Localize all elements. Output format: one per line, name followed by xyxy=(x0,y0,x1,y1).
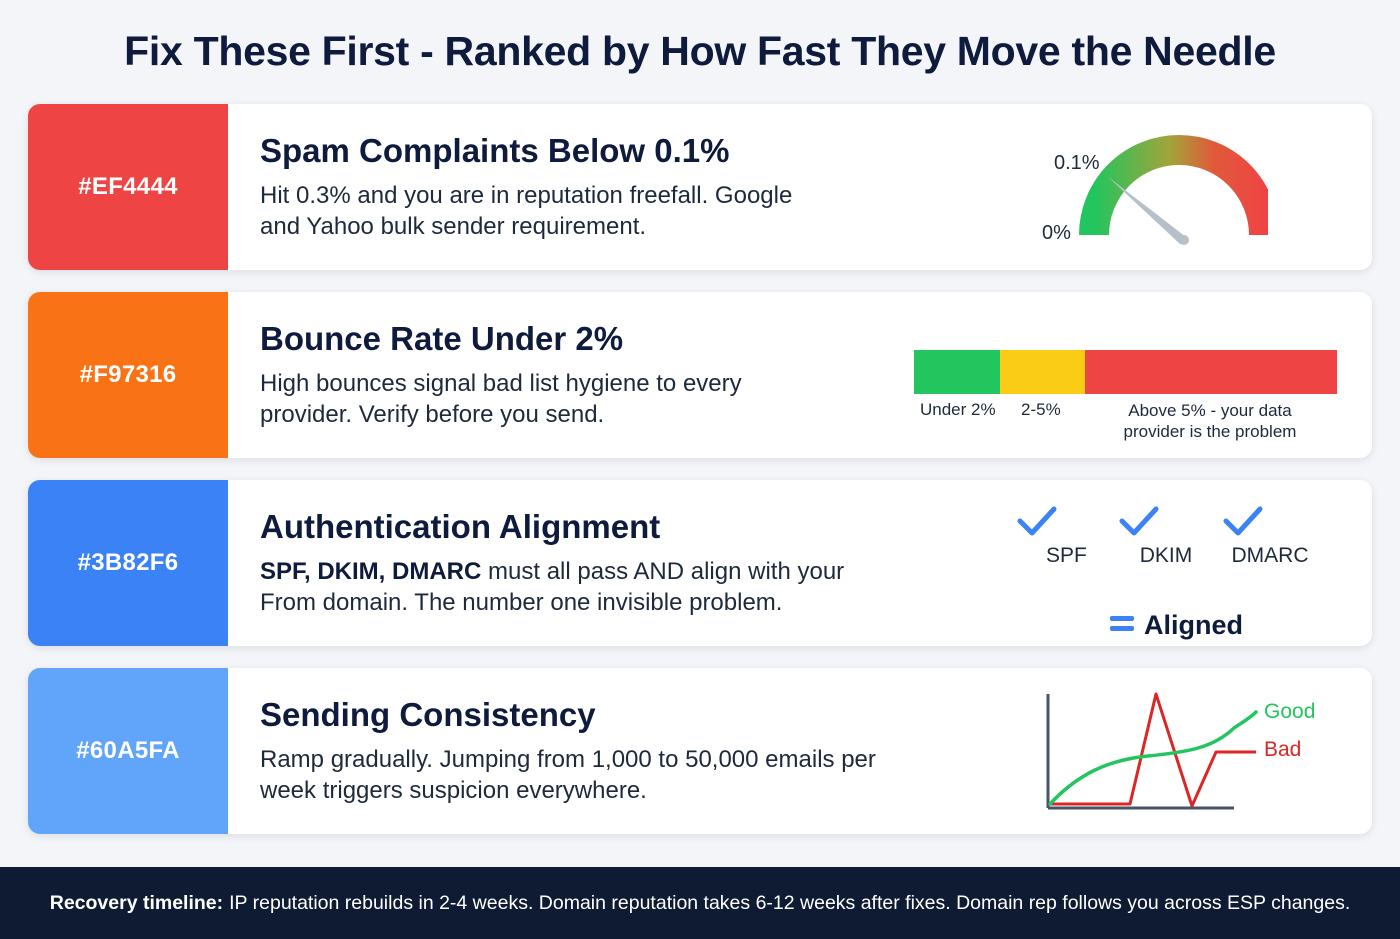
auth-checks-visual: SPF DKIM DMARC Aligned xyxy=(1008,500,1328,640)
card-description: High bounces signal bad list hygiene to … xyxy=(260,370,742,428)
gauge-visual: 0.1% 0% xyxy=(1008,116,1279,262)
consistency-chart-visual: Good Bad xyxy=(1038,688,1338,818)
legend-good: Good xyxy=(1264,700,1316,723)
protocols-emphasis: SPF, DKIM, DMARC xyxy=(260,558,482,585)
bar-segment-red xyxy=(1085,350,1337,394)
bad-series-line xyxy=(1050,692,1256,808)
color-swatch: #3B82F6 xyxy=(28,480,228,646)
bar-label-red: Above 5% - your data provider is the pro… xyxy=(1123,401,1297,441)
card-bounce-rate: #F97316 Bounce Rate Under 2% High bounce… xyxy=(28,292,1372,458)
good-series-line xyxy=(1048,710,1258,806)
bar-segment-green xyxy=(914,350,1000,394)
card-authentication: #3B82F6 Authentication Alignment SPF, DK… xyxy=(28,480,1372,646)
check-icon xyxy=(1017,506,1057,536)
gauge-label-top: 0.1% xyxy=(1054,152,1100,174)
card-title: Spam Complaints Below 0.1% xyxy=(260,132,730,169)
card-title: Bounce Rate Under 2% xyxy=(260,320,624,357)
consistency-line-chart xyxy=(1046,692,1258,810)
check-icon xyxy=(1119,506,1159,536)
card-description: Ramp gradually. Jumping from 1,000 to 50… xyxy=(260,746,876,804)
footer-text: IP reputation rebuilds in 2-4 weeks. Dom… xyxy=(229,891,1351,914)
check-icon xyxy=(1223,506,1263,536)
aligned-label: Aligned xyxy=(1144,610,1243,640)
bounce-bar-visual: Under 2% 2-5% Above 5% - your data provi… xyxy=(914,350,1338,450)
color-swatch: #EF4444 xyxy=(28,104,228,270)
gauge-label-bottom: 0% xyxy=(1042,222,1071,244)
card-title: Authentication Alignment xyxy=(260,508,661,545)
check-label-dmarc: DMARC xyxy=(1231,544,1309,567)
gauge-arc xyxy=(1079,135,1279,236)
footer-banner: Recovery timeline: IP reputation rebuild… xyxy=(0,867,1400,939)
check-label-spf: SPF xyxy=(1046,544,1087,567)
bar-segment-yellow xyxy=(1000,350,1085,394)
gauge-chart xyxy=(1079,135,1279,245)
bar-label-yellow: 2-5% xyxy=(1021,400,1061,419)
check-label-dkim: DKIM xyxy=(1139,544,1193,567)
color-swatch: #60A5FA xyxy=(28,668,228,834)
color-swatch: #F97316 xyxy=(28,292,228,458)
gauge-pivot xyxy=(1179,235,1189,245)
card-spam-complaints: #EF4444 Spam Complaints Below 0.1% Hit 0… xyxy=(28,104,1372,270)
card-sending-consistency: #60A5FA Sending Consistency Ramp gradual… xyxy=(28,668,1372,834)
page-title: Fix These First - Ranked by How Fast The… xyxy=(124,28,1276,74)
legend-bad: Bad xyxy=(1264,738,1302,761)
footer-label: Recovery timeline: xyxy=(49,891,224,914)
equals-icon xyxy=(1110,616,1134,631)
card-description: Hit 0.3% and you are in reputation freef… xyxy=(260,182,793,240)
card-title: Sending Consistency xyxy=(260,696,596,733)
bar-label-green: Under 2% xyxy=(920,400,996,419)
gauge-needle xyxy=(1107,176,1188,245)
description-rest: must all pass AND align with your From d… xyxy=(260,558,845,616)
card-description: SPF, DKIM, DMARC must all pass AND align… xyxy=(260,556,900,618)
